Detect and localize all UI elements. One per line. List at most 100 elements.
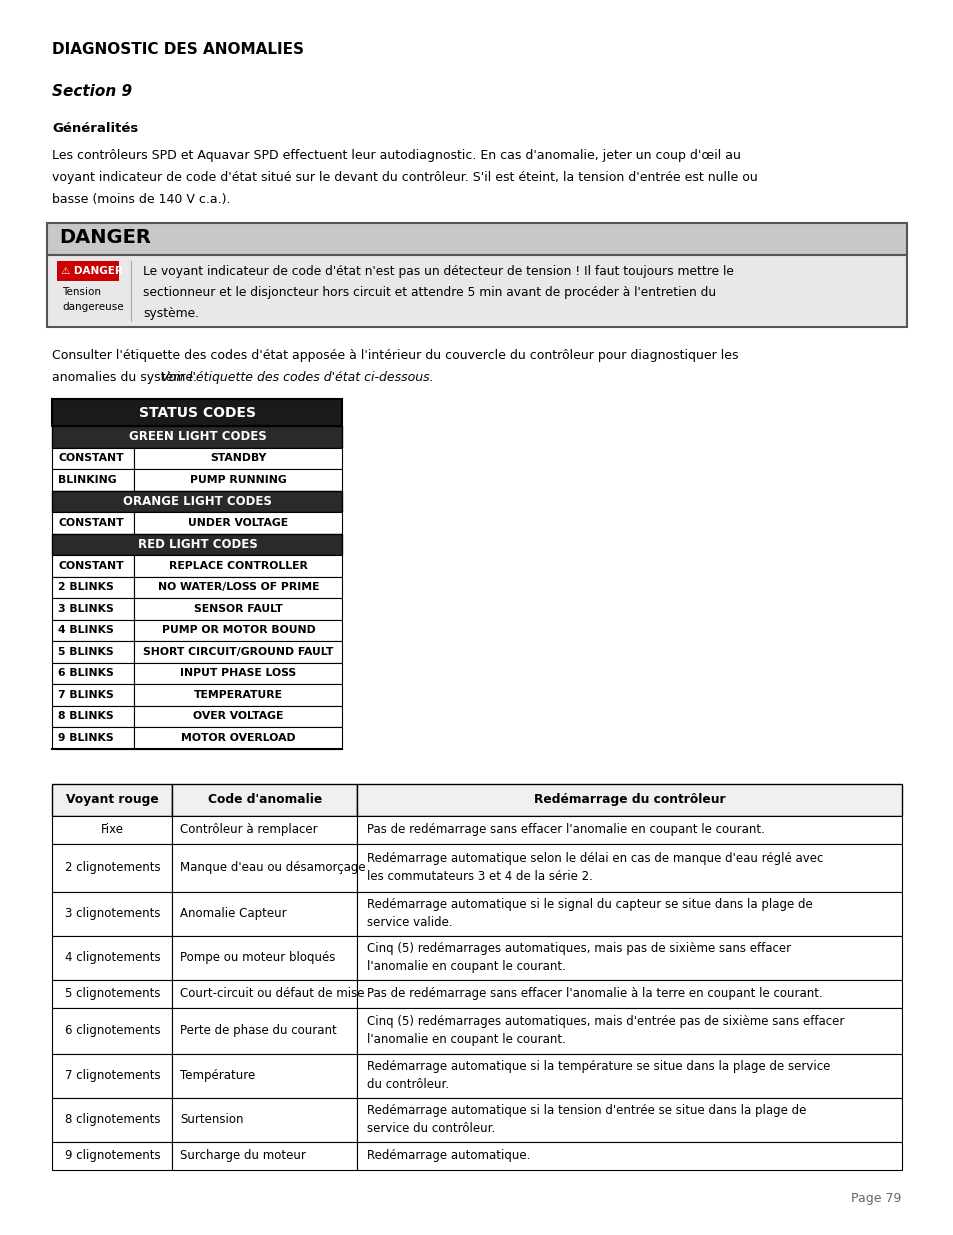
Bar	[357, 844, 901, 892]
Text: dangereuse: dangereuse	[62, 303, 124, 312]
Bar	[52, 662, 134, 684]
Bar	[134, 662, 342, 684]
Text: PUMP OR MOTOR BOUND: PUMP OR MOTOR BOUND	[161, 625, 315, 635]
Bar	[357, 1053, 901, 1098]
Text: Redémarrage automatique si la tension d'entrée se situe dans la plage de: Redémarrage automatique si la tension d'…	[367, 1104, 806, 1116]
Bar	[134, 620, 342, 641]
Text: Consulter l'étiquette des codes d'état apposée à l'intérieur du couvercle du con: Consulter l'étiquette des codes d'état a…	[52, 350, 739, 362]
Text: CONSTANT: CONSTANT	[58, 561, 124, 571]
Text: Redémarrage automatique selon le délai en cas de manque d'eau réglé avec: Redémarrage automatique selon le délai e…	[367, 852, 823, 864]
Bar	[172, 844, 357, 892]
Bar	[134, 641, 342, 662]
Text: NO WATER/LOSS OF PRIME: NO WATER/LOSS OF PRIME	[157, 582, 319, 593]
Text: STANDBY: STANDBY	[210, 453, 267, 463]
Bar	[52, 641, 134, 662]
Text: Le voyant indicateur de code d'état n'est pas un détecteur de tension ! Il faut : Le voyant indicateur de code d'état n'es…	[143, 266, 734, 278]
Bar	[134, 513, 342, 534]
Bar	[134, 555, 342, 577]
Bar	[357, 1098, 901, 1141]
Text: Tension: Tension	[62, 287, 101, 296]
Bar	[357, 935, 901, 979]
Text: Code d'anomalie: Code d'anomalie	[208, 793, 322, 806]
Text: DIAGNOSTIC DES ANOMALIES: DIAGNOSTIC DES ANOMALIES	[52, 42, 304, 57]
Text: 4 clignotements: 4 clignotements	[65, 951, 160, 965]
Bar	[52, 1098, 172, 1141]
Bar	[134, 469, 342, 490]
Text: Manque d'eau ou désamorçage: Manque d'eau ou désamorçage	[180, 861, 366, 874]
Bar	[52, 1008, 172, 1053]
Text: Redémarrage automatique.: Redémarrage automatique.	[367, 1149, 530, 1162]
Bar	[357, 979, 901, 1008]
Text: l'anomalie en coupant le courant.: l'anomalie en coupant le courant.	[367, 1034, 566, 1046]
Bar	[52, 979, 172, 1008]
Text: Voyant rouge: Voyant rouge	[66, 793, 159, 806]
Bar	[52, 815, 172, 844]
Bar	[52, 783, 172, 815]
Bar	[52, 490, 342, 513]
Text: Généralités: Généralités	[52, 122, 138, 135]
Text: 3 BLINKS: 3 BLINKS	[58, 604, 114, 614]
Text: 2 clignotements: 2 clignotements	[65, 861, 160, 874]
Text: 6 clignotements: 6 clignotements	[65, 1024, 160, 1037]
Bar	[134, 577, 342, 598]
Bar	[357, 892, 901, 935]
Bar	[52, 684, 134, 705]
Bar	[357, 815, 901, 844]
Text: Surtension: Surtension	[180, 1113, 244, 1126]
Bar	[52, 727, 134, 748]
Text: ⚠ DANGER: ⚠ DANGER	[61, 266, 123, 275]
Text: Anomalie Capteur: Anomalie Capteur	[180, 906, 287, 920]
Text: 6 BLINKS: 6 BLINKS	[58, 668, 114, 678]
Text: sectionneur et le disjoncteur hors circuit et attendre 5 min avant de procéder à: sectionneur et le disjoncteur hors circu…	[143, 287, 716, 299]
Bar	[52, 426, 342, 447]
Text: CONSTANT: CONSTANT	[58, 517, 124, 527]
Text: 2 BLINKS: 2 BLINKS	[58, 582, 114, 593]
Text: 3 clignotements: 3 clignotements	[65, 906, 160, 920]
Text: Section 9: Section 9	[52, 84, 132, 99]
Text: DANGER: DANGER	[59, 228, 152, 247]
Bar	[52, 469, 134, 490]
Text: les commutateurs 3 et 4 de la série 2.: les commutateurs 3 et 4 de la série 2.	[367, 871, 593, 883]
Bar	[57, 261, 119, 282]
Text: 7 BLINKS: 7 BLINKS	[58, 690, 114, 700]
Bar	[52, 399, 342, 426]
Text: PUMP RUNNING: PUMP RUNNING	[190, 474, 287, 485]
Text: Redémarrage du contrôleur: Redémarrage du contrôleur	[533, 793, 724, 806]
Text: Pas de redémarrage sans effacer l'anomalie en coupant le courant.: Pas de redémarrage sans effacer l'anomal…	[367, 823, 764, 836]
Text: Pompe ou moteur bloqués: Pompe ou moteur bloqués	[180, 951, 335, 965]
Bar	[48, 224, 905, 254]
Text: Pas de redémarrage sans effacer l'anomalie à la terre en coupant le courant.: Pas de redémarrage sans effacer l'anomal…	[367, 987, 822, 1000]
Bar	[52, 513, 134, 534]
Bar	[52, 577, 134, 598]
Text: 5 BLINKS: 5 BLINKS	[58, 647, 114, 657]
Bar	[357, 783, 901, 815]
Text: Fixe: Fixe	[101, 823, 124, 836]
Text: BLINKING: BLINKING	[58, 474, 117, 485]
Bar	[52, 555, 134, 577]
Text: 7 clignotements: 7 clignotements	[65, 1070, 160, 1082]
Text: Court-circuit ou défaut de mise: Court-circuit ou défaut de mise	[180, 987, 365, 1000]
Text: Cinq (5) redémarrages automatiques, mais pas de sixième sans effacer: Cinq (5) redémarrages automatiques, mais…	[367, 942, 791, 955]
Text: Surcharge du moteur: Surcharge du moteur	[180, 1149, 306, 1162]
Bar	[357, 1141, 901, 1170]
Text: UNDER VOLTAGE: UNDER VOLTAGE	[188, 517, 288, 527]
Bar	[52, 447, 134, 469]
Bar	[52, 620, 134, 641]
Bar	[134, 705, 342, 727]
Text: service du contrôleur.: service du contrôleur.	[367, 1123, 496, 1135]
Text: Température: Température	[180, 1070, 255, 1082]
Text: SHORT CIRCUIT/GROUND FAULT: SHORT CIRCUIT/GROUND FAULT	[143, 647, 334, 657]
Bar	[134, 727, 342, 748]
Text: 8 BLINKS: 8 BLINKS	[58, 711, 114, 721]
Text: Page 79: Page 79	[850, 1192, 901, 1205]
Text: basse (moins de 140 V c.a.).: basse (moins de 140 V c.a.).	[52, 193, 231, 206]
Bar	[134, 684, 342, 705]
Text: STATUS CODES: STATUS CODES	[139, 405, 255, 420]
Text: 4 BLINKS: 4 BLINKS	[58, 625, 114, 635]
Text: Redémarrage automatique si la température se situe dans la plage de service: Redémarrage automatique si la températur…	[367, 1060, 830, 1073]
Bar	[52, 892, 172, 935]
Text: Cinq (5) redémarrages automatiques, mais d'entrée pas de sixième sans effacer: Cinq (5) redémarrages automatiques, mais…	[367, 1015, 844, 1028]
Bar	[172, 892, 357, 935]
Text: 9 clignotements: 9 clignotements	[65, 1149, 160, 1162]
Text: voyant indicateur de code d'état situé sur le devant du contrôleur. S'il est éte: voyant indicateur de code d'état situé s…	[52, 170, 758, 184]
